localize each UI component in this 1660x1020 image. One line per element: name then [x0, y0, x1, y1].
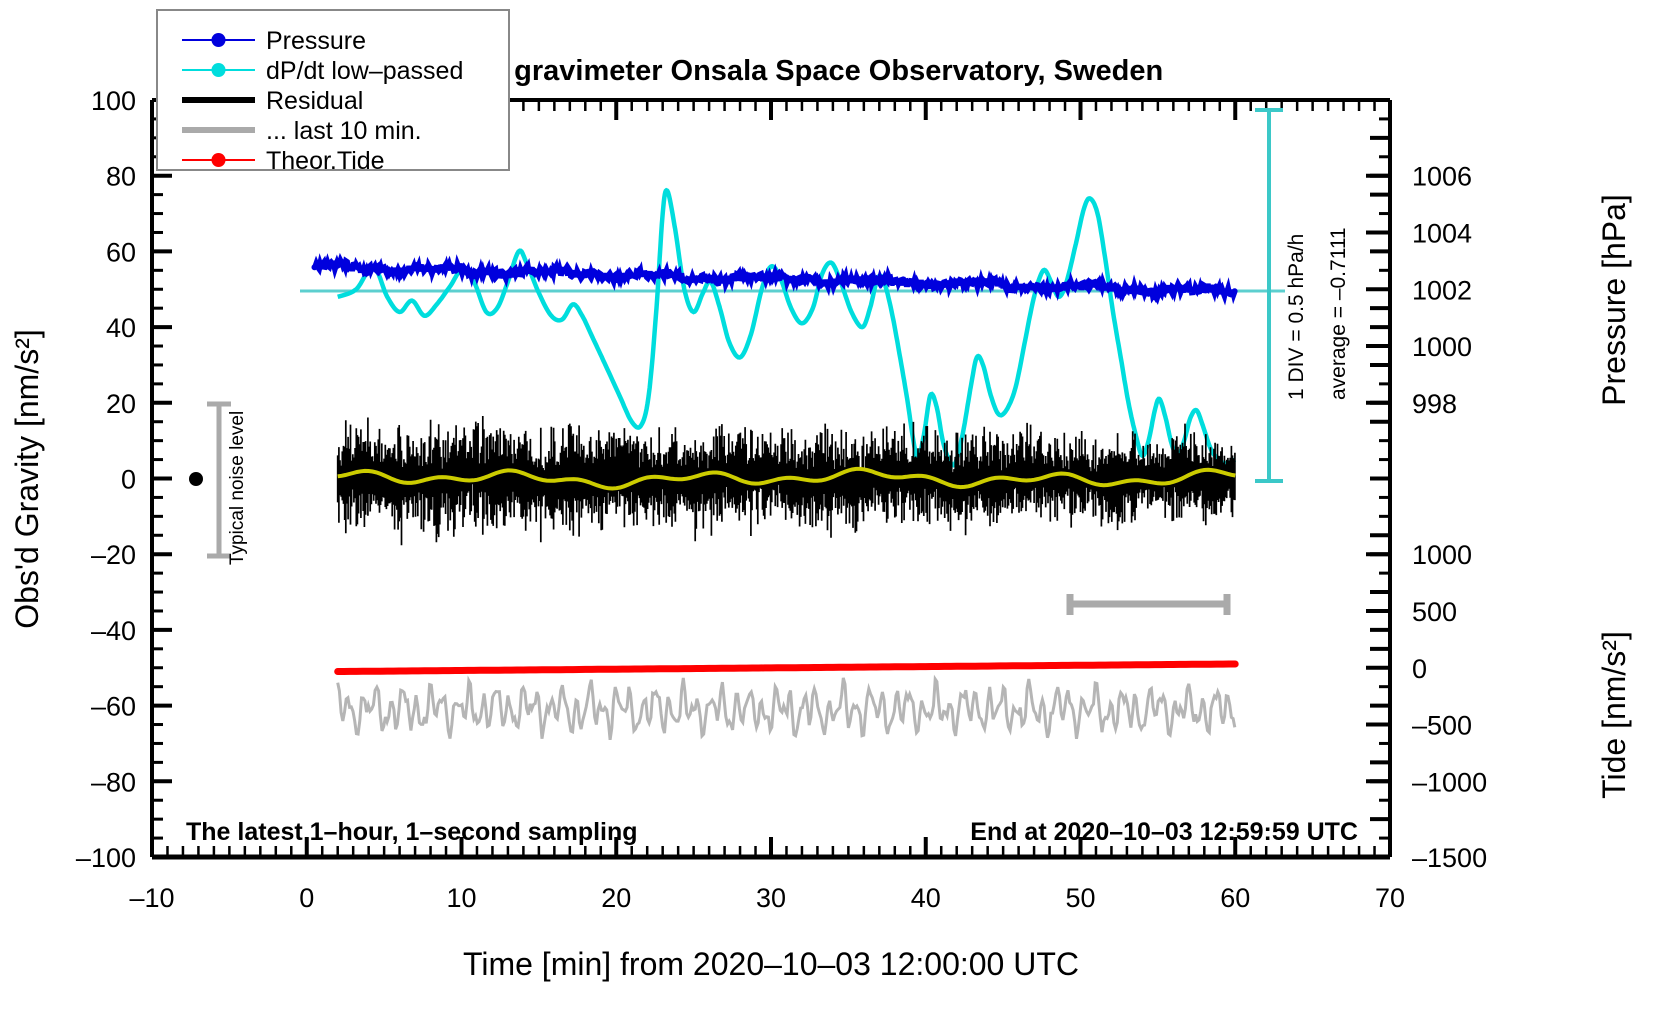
y-tick-label: 100	[91, 86, 136, 116]
bottom-axis-tick-labels: –10 0 10 20 30 40 50 60 70	[129, 883, 1405, 913]
pressure-scale-bar: 1 DIV = 0.5 hPa/h average = –0.7111	[1255, 108, 1350, 483]
y-axis-title: Obs'd Gravity [nm/s²]	[9, 329, 45, 629]
x-tick-label: 50	[1065, 883, 1095, 913]
x-axis-title: Time [min] from 2020–10–03 12:00:00 UTC	[463, 946, 1079, 982]
y-tick-label: 20	[106, 389, 136, 419]
legend-item[interactable]: ... last 10 min.	[182, 117, 422, 145]
pressure-tick-label: 998	[1412, 389, 1457, 419]
legend-item[interactable]: dP/dt low–passed	[182, 57, 463, 85]
scale-bar-label: 1 DIV = 0.5 hPa/h	[1285, 234, 1308, 400]
series-pressure	[311, 252, 1238, 306]
sampling-note: The latest 1–hour, 1–second sampling	[186, 818, 638, 846]
x-tick-label: 40	[911, 883, 941, 913]
legend-item-label: ... last 10 min.	[266, 117, 422, 145]
tide-tick-label: 1000	[1412, 540, 1472, 570]
y-tick-label: –60	[91, 692, 136, 722]
legend-item[interactable]: Pressure	[182, 27, 366, 55]
end-time-note: End at 2020–10–03 12:59:59 UTC	[970, 818, 1358, 846]
data-traces	[300, 187, 1285, 741]
tide-tick-label: –1000	[1412, 767, 1487, 797]
legend-dot-swatch	[211, 63, 226, 77]
y-tick-label: 80	[106, 162, 136, 192]
y-tick-label: 40	[106, 313, 136, 343]
tide-tick-label: –1500	[1412, 843, 1487, 873]
x-tick-label: 60	[1220, 883, 1250, 913]
x-tick-label: 10	[446, 883, 476, 913]
series-last-10-min-detail	[336, 674, 1237, 741]
y-tick-label: –100	[76, 843, 136, 873]
x-tick-label: 0	[299, 883, 314, 913]
y-tick-label: 0	[121, 465, 136, 495]
legend-item-label: Theor.Tide	[266, 147, 385, 175]
series-theor-tide	[334, 660, 1239, 675]
pressure-tick-label: 1000	[1412, 332, 1472, 362]
right-axis-pressure-labels: 1006 1004 1002 1000 998	[1412, 162, 1472, 419]
series-residual-smoothed	[337, 466, 1236, 491]
pressure-tick-label: 1002	[1412, 275, 1472, 305]
legend-item[interactable]: Theor.Tide	[182, 147, 385, 175]
series-dpdt-lowpassed	[337, 187, 1237, 468]
typical-noise-level-label: Typical noise level	[227, 411, 248, 565]
pressure-average-label: average = –0.7111	[1327, 227, 1350, 400]
tide-tick-label: 500	[1412, 597, 1457, 627]
legend-item-label: Pressure	[266, 27, 366, 55]
left-axis-ticks	[152, 98, 172, 859]
y-axis-title-tide: Tide [nm/s²]	[1596, 631, 1632, 799]
legend-dot-swatch	[211, 33, 226, 47]
x-tick-label: –10	[129, 883, 174, 913]
legend-item-label: dP/dt low–passed	[266, 57, 463, 85]
typical-noise-level-annotation: Typical noise level	[189, 401, 248, 565]
tide-tick-label: –500	[1412, 711, 1472, 741]
x-tick-label: 70	[1375, 883, 1405, 913]
y-tick-label: –40	[91, 616, 136, 646]
y-tick-label: –20	[91, 540, 136, 570]
right-axis-tide-labels: 1000 500 0 –500 –1000 –1500	[1412, 540, 1487, 873]
right-axis-ticks	[1366, 98, 1390, 859]
noise-center-dot	[189, 472, 203, 486]
last-10-min-bar	[1066, 594, 1231, 615]
pressure-tick-label: 1004	[1412, 218, 1472, 248]
y-axis-title-pressure: Pressure [hPa]	[1596, 194, 1632, 406]
y-tick-label: –80	[91, 767, 136, 797]
x-tick-label: 20	[601, 883, 631, 913]
legend-item[interactable]: Residual	[182, 87, 363, 115]
left-axis-tick-labels: 100 80 60 40 20 0 –20 –40 –60 –80 –100	[76, 86, 136, 873]
legend-dot-swatch	[211, 153, 226, 167]
x-tick-label: 30	[756, 883, 786, 913]
legend-item-label: Residual	[266, 87, 363, 115]
tide-tick-label: 0	[1412, 654, 1427, 684]
pressure-tick-label: 1006	[1412, 162, 1472, 192]
y-tick-label: 60	[106, 237, 136, 267]
